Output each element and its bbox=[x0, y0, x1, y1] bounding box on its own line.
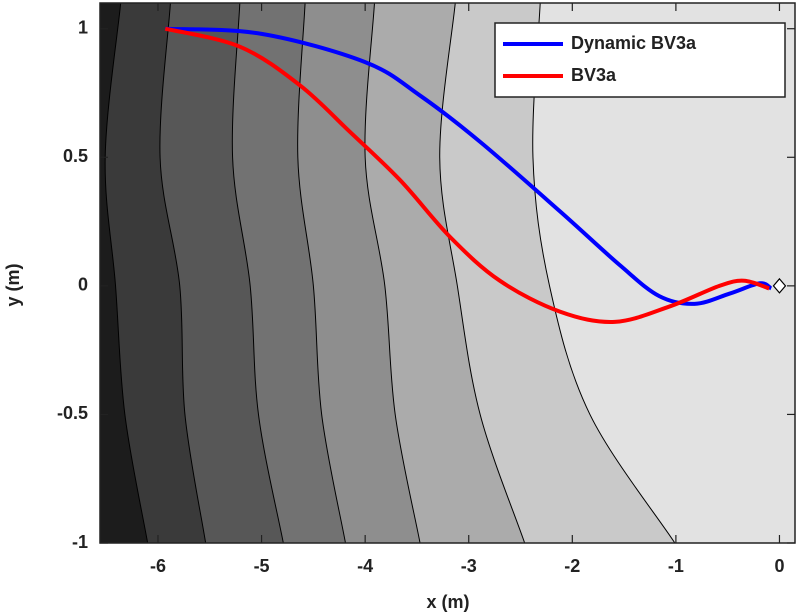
contour-line bbox=[231, 3, 284, 543]
x-tick-label: -1 bbox=[668, 556, 684, 576]
x-tick-label: -2 bbox=[564, 556, 580, 576]
x-tick-label: -6 bbox=[150, 556, 166, 576]
x-tick-label: -3 bbox=[461, 556, 477, 576]
legend-label: BV3a bbox=[571, 65, 617, 85]
series-line bbox=[164, 26, 770, 324]
series-line bbox=[165, 26, 773, 306]
y-tick-label: -0.5 bbox=[57, 403, 88, 423]
contour-line bbox=[297, 3, 346, 543]
legend-box bbox=[494, 22, 786, 98]
x-tick-label: 0 bbox=[774, 556, 784, 576]
x-tick-label: -4 bbox=[357, 556, 373, 576]
plot-area bbox=[100, 3, 795, 543]
y-axis-label: y (m) bbox=[3, 263, 23, 306]
contour-line bbox=[532, 3, 676, 543]
contour-line bbox=[159, 3, 207, 543]
contour-line bbox=[364, 3, 421, 543]
y-tick-label: 0.5 bbox=[63, 146, 88, 166]
contour-line bbox=[439, 3, 526, 543]
legend-label: Dynamic BV3a bbox=[571, 33, 697, 53]
x-tick-label: -5 bbox=[254, 556, 270, 576]
x-axis-label: x (m) bbox=[426, 592, 469, 612]
axes-box bbox=[99, 2, 796, 544]
y-tick-label: 0 bbox=[78, 275, 88, 295]
y-tick-label: 1 bbox=[78, 17, 88, 37]
contour-line bbox=[104, 3, 149, 543]
contour-region bbox=[532, 3, 795, 543]
target-marker bbox=[772, 277, 787, 294]
y-tick-label: -1 bbox=[72, 532, 88, 552]
